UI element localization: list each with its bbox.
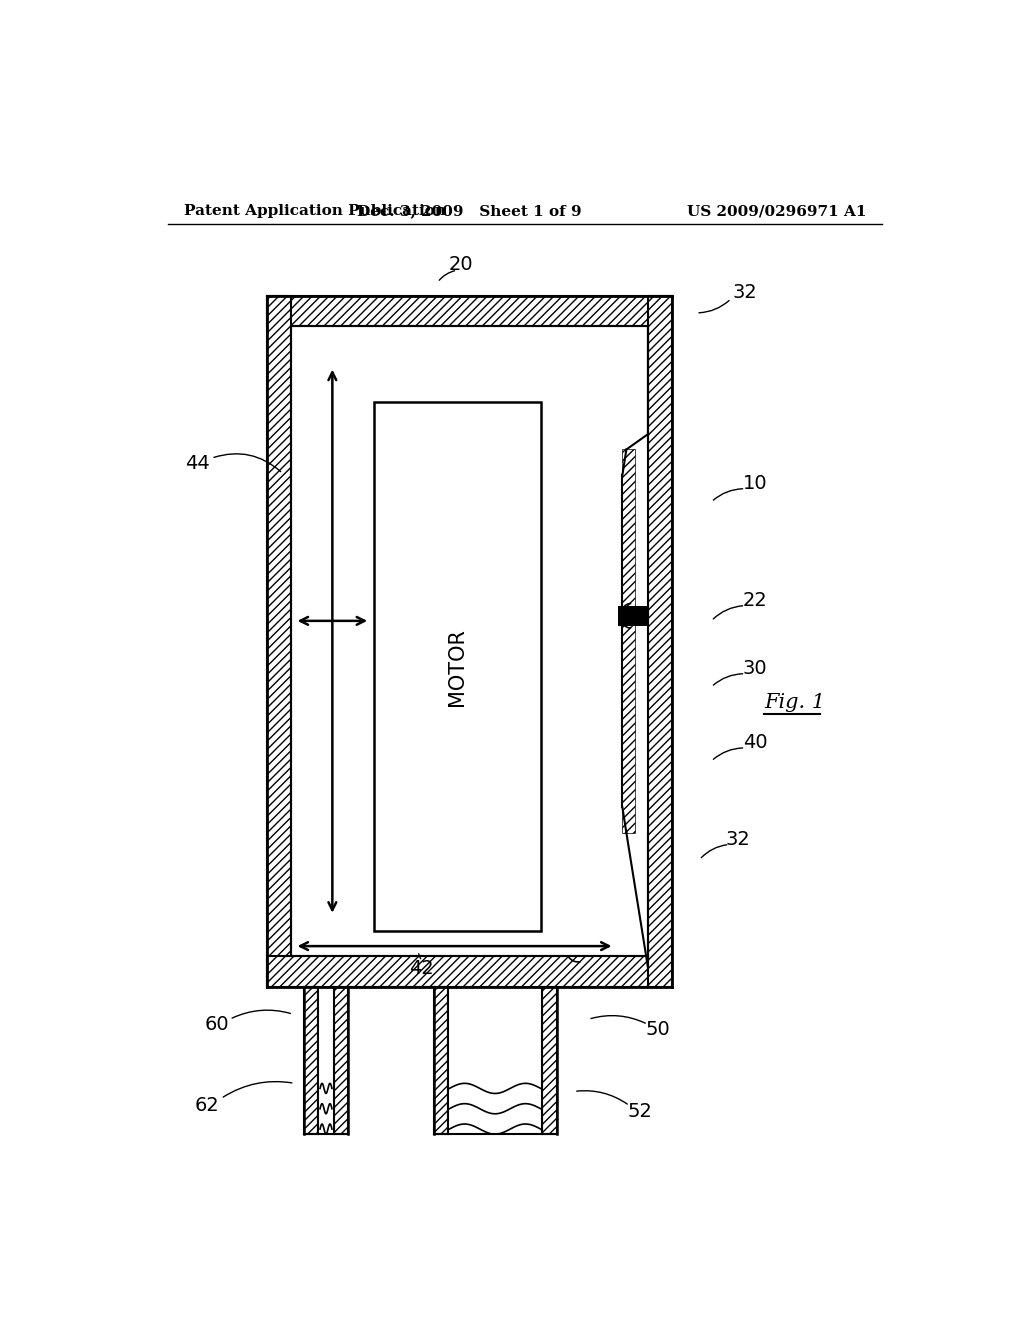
Text: 32: 32 bbox=[733, 282, 758, 302]
Bar bbox=[543, 987, 557, 1134]
Bar bbox=[648, 296, 672, 987]
Text: 40: 40 bbox=[742, 734, 767, 752]
Text: 30: 30 bbox=[742, 659, 767, 678]
Bar bbox=[267, 296, 291, 987]
Text: 22: 22 bbox=[742, 591, 767, 610]
Text: 44: 44 bbox=[185, 454, 210, 473]
Text: Dec. 3, 2009   Sheet 1 of 9: Dec. 3, 2009 Sheet 1 of 9 bbox=[357, 205, 582, 218]
Bar bbox=[623, 450, 648, 833]
Bar bbox=[433, 987, 447, 1134]
Bar bbox=[304, 987, 318, 1134]
Bar bbox=[447, 987, 543, 1134]
Text: 10: 10 bbox=[742, 474, 767, 494]
Bar bbox=[623, 450, 635, 833]
Text: MOTOR: MOTOR bbox=[447, 628, 467, 705]
Text: 32: 32 bbox=[725, 830, 750, 849]
Bar bbox=[267, 296, 672, 326]
Bar bbox=[334, 987, 348, 1134]
Text: 42: 42 bbox=[410, 958, 434, 978]
Text: 20: 20 bbox=[449, 255, 474, 273]
Text: Patent Application Publication: Patent Application Publication bbox=[183, 205, 445, 218]
Text: 52: 52 bbox=[628, 1102, 652, 1121]
Bar bbox=[267, 296, 672, 987]
Text: US 2009/0296971 A1: US 2009/0296971 A1 bbox=[686, 205, 866, 218]
Text: 50: 50 bbox=[646, 1020, 671, 1039]
Text: 62: 62 bbox=[195, 1096, 220, 1115]
Text: Fig. 1: Fig. 1 bbox=[764, 693, 825, 711]
Bar bbox=[267, 956, 672, 987]
Bar bbox=[318, 987, 334, 1134]
Text: 60: 60 bbox=[205, 1015, 229, 1034]
Bar bbox=[618, 606, 648, 626]
Bar bbox=[374, 403, 541, 931]
